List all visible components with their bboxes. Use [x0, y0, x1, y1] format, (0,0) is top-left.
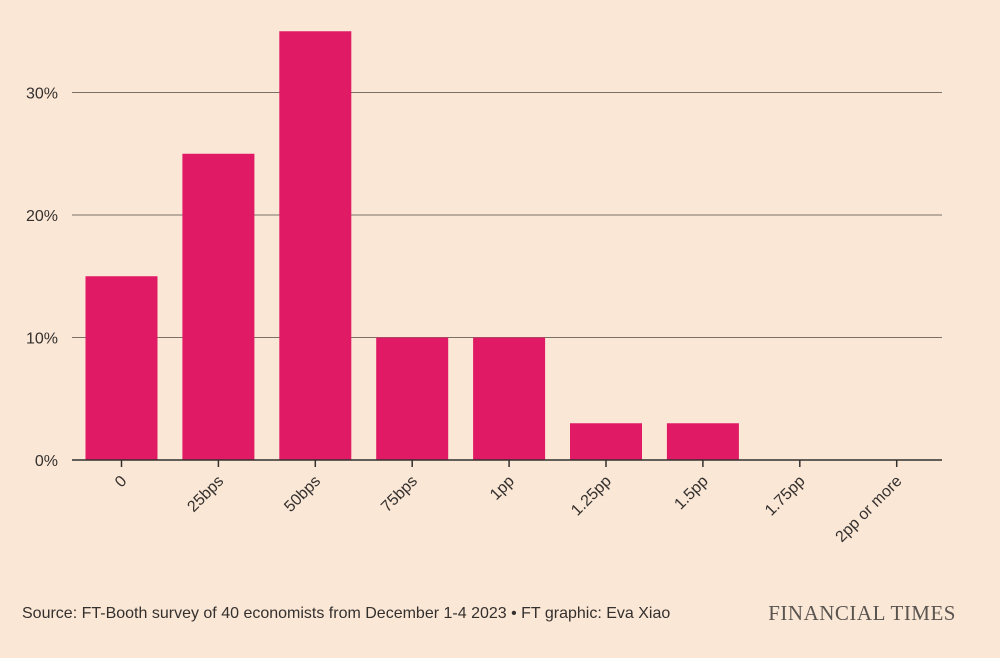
financial-times-logo: FINANCIAL TIMES [768, 601, 956, 625]
x-tick-label: 0 [112, 473, 130, 491]
bar [279, 31, 352, 460]
x-tick-label: 75bps [378, 473, 421, 516]
bar [85, 276, 158, 460]
x-tick-label: 1.5pp [671, 473, 711, 513]
bars [85, 31, 739, 460]
bar [376, 337, 449, 460]
x-tick-label: 25bps [184, 473, 227, 516]
x-tick-label: 2pp or more [833, 473, 906, 546]
bar [666, 423, 739, 460]
x-tick-label: 50bps [281, 473, 324, 516]
bar-chart: 0% 10% 20% 30% 0 25bps 50bps 75bps 1pp 1.25pp 1.5… [26, 31, 942, 546]
bar [473, 337, 546, 460]
y-axis-tick-labels: 0% 10% 20% 30% [26, 86, 58, 471]
y-tick-label: 30% [26, 86, 58, 103]
x-tick-label: 1pp [487, 473, 518, 504]
y-tick-label: 0% [35, 453, 58, 470]
bar [570, 423, 642, 460]
bar [182, 153, 255, 460]
y-tick-label: 10% [26, 331, 58, 348]
x-axis-tick-labels: 0 25bps 50bps 75bps 1pp 1.25pp 1.5pp 1.75pp 2pp … [112, 460, 906, 546]
x-tick-label: 1.25pp [568, 473, 615, 520]
source-note: Source: FT-Booth survey of 40 economists… [22, 605, 671, 622]
y-tick-label: 20% [26, 208, 58, 225]
x-tick-label: 1.75pp [762, 473, 809, 520]
